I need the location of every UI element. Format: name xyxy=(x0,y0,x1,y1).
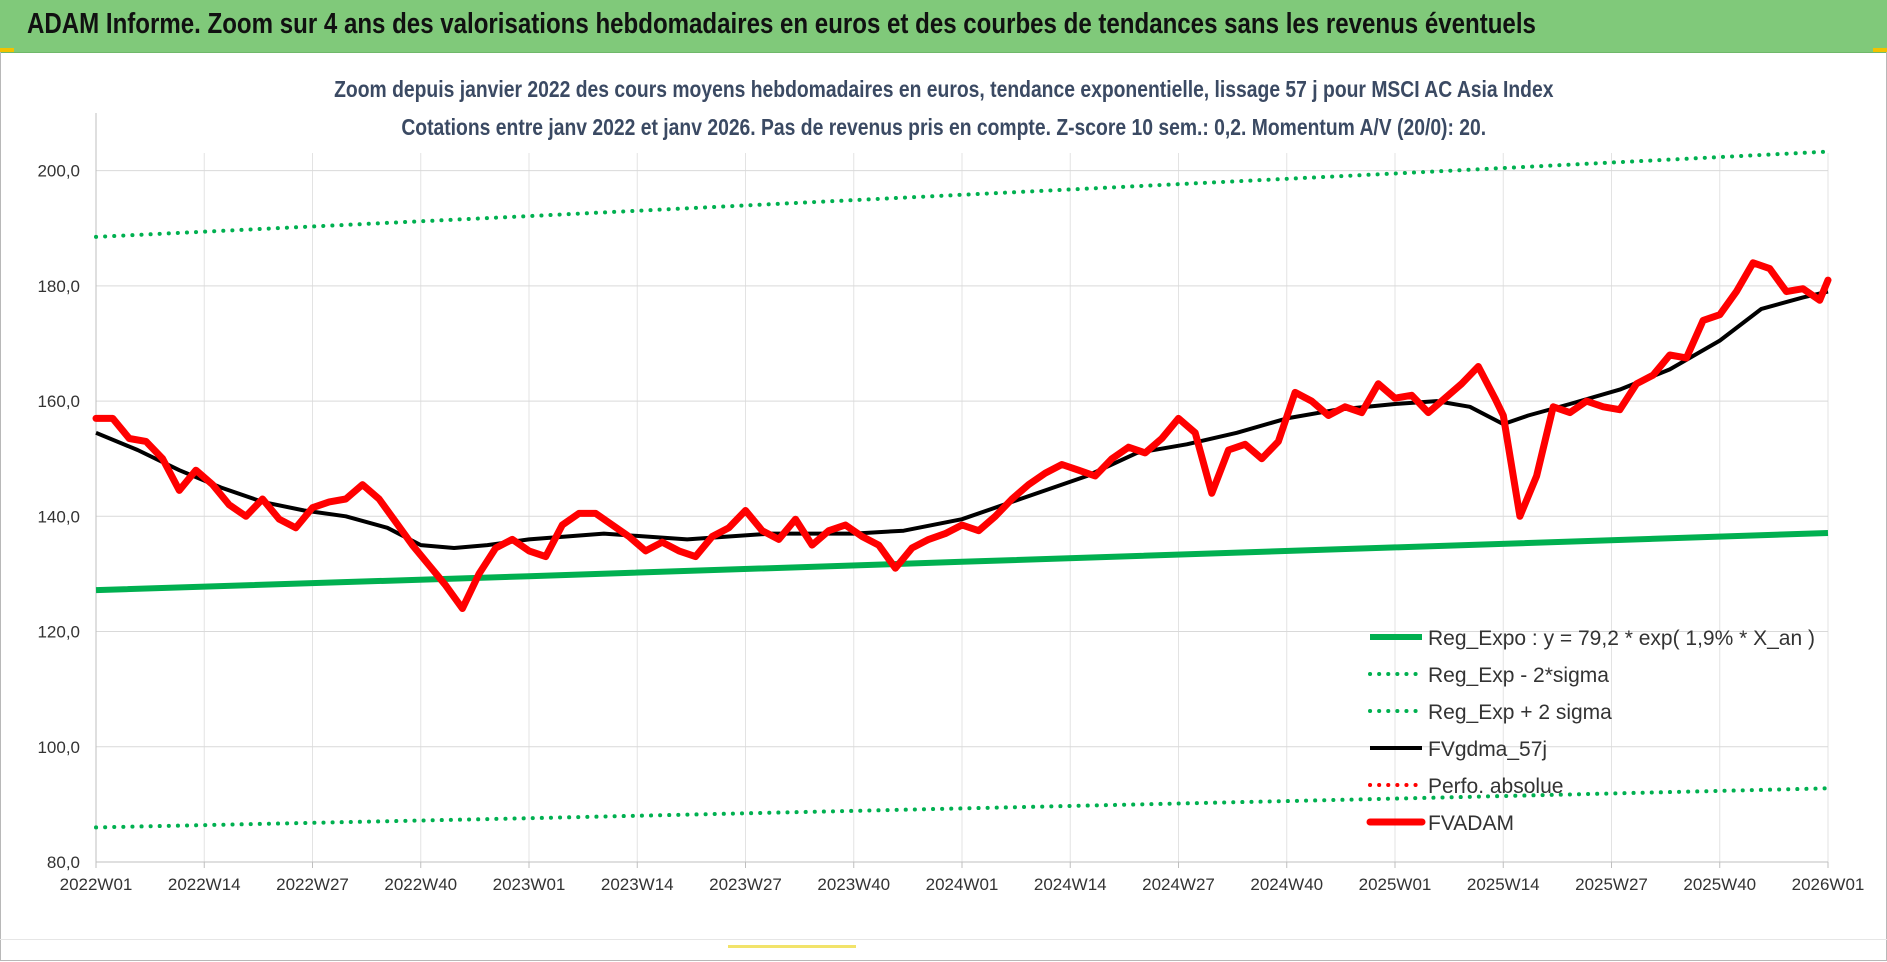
series-line-reg-expo-y-79-2-exp-1-9-x-an xyxy=(95,530,1829,594)
x-tick-label: 2026W01 xyxy=(1792,875,1865,894)
corner-mark-left xyxy=(0,48,14,52)
legend-label: Reg_Exp + 2 sigma xyxy=(1428,701,1612,724)
x-tick-label: 2022W14 xyxy=(168,875,241,894)
series-line-fvgdma-57j xyxy=(95,289,1829,550)
x-tick-label: 2023W14 xyxy=(601,875,674,894)
x-tick-label: 2023W27 xyxy=(709,875,782,894)
x-tick-label: 2025W14 xyxy=(1467,875,1540,894)
y-tick-label: 100,0 xyxy=(37,738,80,757)
x-tick-label: 2023W40 xyxy=(817,875,890,894)
series-line-fvadam xyxy=(92,259,1832,612)
y-tick-label: 120,0 xyxy=(37,623,80,642)
title-bar: ADAM Informe. Zoom sur 4 ans des valoris… xyxy=(0,0,1887,53)
x-tick-label: 2024W14 xyxy=(1034,875,1107,894)
x-tick-label: 2024W01 xyxy=(926,875,999,894)
bottom-accent xyxy=(728,945,856,948)
y-tick-label: 80,0 xyxy=(47,853,80,872)
x-tick-label: 2024W40 xyxy=(1250,875,1323,894)
x-tick-label: 2025W40 xyxy=(1683,875,1756,894)
bottom-rule xyxy=(0,939,1887,940)
y-tick-label: 140,0 xyxy=(37,507,80,526)
x-tick-label: 2022W27 xyxy=(276,875,349,894)
x-tick-label: 2025W01 xyxy=(1359,875,1432,894)
series-line-reg-exp-2-sigma xyxy=(94,786,1830,830)
y-tick-label: 200,0 xyxy=(37,162,80,181)
legend-label: FVgdma_57j xyxy=(1428,738,1547,761)
y-tick-label: 160,0 xyxy=(37,392,80,411)
y-tick-label: 180,0 xyxy=(37,277,80,296)
legend-label: Reg_Exp - 2*sigma xyxy=(1428,664,1609,687)
x-tick-label: 2022W40 xyxy=(384,875,457,894)
legend-label: Perfo. absolue xyxy=(1428,775,1563,798)
corner-mark-right xyxy=(1873,48,1887,52)
x-tick-label: 2024W27 xyxy=(1142,875,1215,894)
chart-title-line-1: Zoom depuis janvier 2022 des cours moyen… xyxy=(333,76,1554,102)
legend-label: FVADAM xyxy=(1428,812,1514,835)
legend-label: Reg_Expo : y = 79,2 * exp( 1,9% * X_an ) xyxy=(1428,627,1815,650)
series-line-reg-exp-2-sigma xyxy=(94,149,1830,239)
chart-title-line-2: Cotations entre janv 2022 et janv 2026. … xyxy=(401,114,1486,140)
x-tick-label: 2022W01 xyxy=(60,875,133,894)
page-title: ADAM Informe. Zoom sur 4 ans des valoris… xyxy=(27,8,1536,40)
x-tick-label: 2023W01 xyxy=(493,875,566,894)
x-tick-label: 2025W27 xyxy=(1575,875,1648,894)
